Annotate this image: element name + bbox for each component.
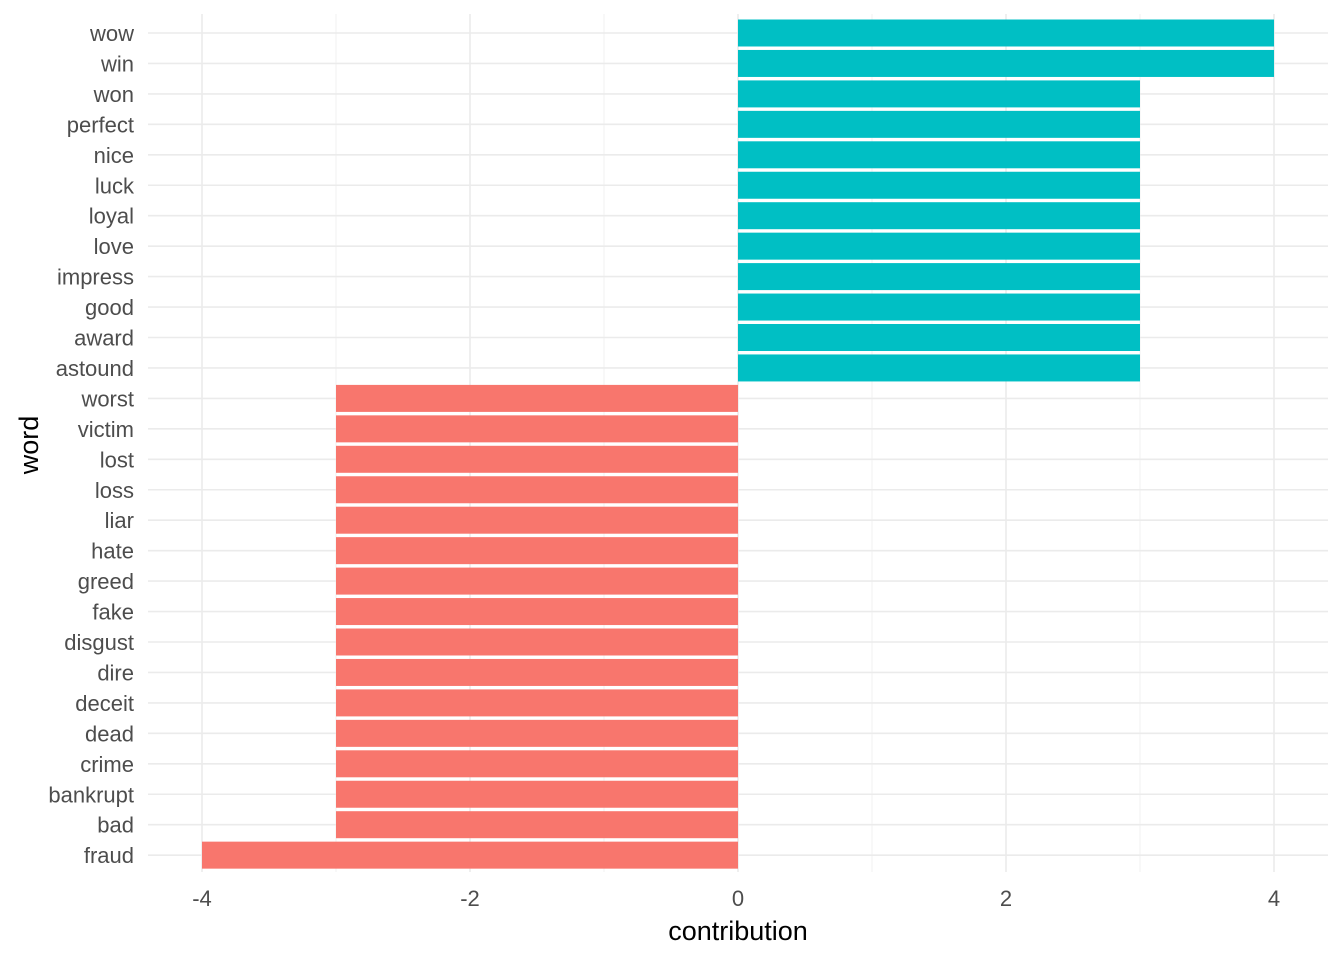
bar-hate xyxy=(336,537,738,565)
x-tick-label: 4 xyxy=(1268,886,1280,911)
bar-deceit xyxy=(336,689,738,717)
y-tick-label-won: won xyxy=(93,82,134,107)
bar-loyal xyxy=(738,202,1140,230)
y-axis-tick-labels: wow win won perfect nice luck loyal love impress… xyxy=(48,21,135,868)
bar-award xyxy=(738,324,1140,351)
y-tick-label-luck: luck xyxy=(95,173,135,198)
y-tick-label-liar: liar xyxy=(105,508,134,533)
bar-lost xyxy=(336,445,738,473)
y-tick-label-deceit: deceit xyxy=(75,691,134,716)
x-axis-tick-labels: -4 -2 0 2 4 xyxy=(192,886,1280,911)
y-tick-label-award: award xyxy=(74,326,134,351)
bar-won xyxy=(738,80,1140,108)
y-tick-label-worst: worst xyxy=(80,386,134,411)
bar-good xyxy=(738,293,1140,321)
bar-worst xyxy=(336,384,738,412)
bar-dead xyxy=(336,719,738,747)
y-tick-label-impress: impress xyxy=(57,265,134,290)
y-tick-label-bad: bad xyxy=(97,813,134,838)
bar-love xyxy=(738,232,1140,260)
bar-crime xyxy=(336,750,738,778)
bar-liar xyxy=(336,506,738,534)
x-axis-title: contribution xyxy=(668,916,808,946)
y-tick-label-perfect: perfect xyxy=(67,112,134,137)
bar-win xyxy=(738,49,1274,77)
y-tick-label-hate: hate xyxy=(91,539,134,564)
x-tick-label: -4 xyxy=(192,886,212,911)
y-tick-label-good: good xyxy=(85,295,134,320)
y-tick-label-bankrupt: bankrupt xyxy=(48,782,134,807)
y-tick-label-lost: lost xyxy=(100,447,134,472)
bar-dire xyxy=(336,658,738,686)
y-tick-label-dire: dire xyxy=(97,660,134,685)
y-tick-label-nice: nice xyxy=(94,143,134,168)
y-tick-label-wow: wow xyxy=(89,21,134,46)
y-tick-label-crime: crime xyxy=(80,752,134,777)
bar-nice xyxy=(738,141,1140,169)
y-tick-label-victim: victim xyxy=(78,417,134,442)
x-tick-label: 2 xyxy=(1000,886,1012,911)
bar-impress xyxy=(738,263,1140,291)
bar-loss xyxy=(336,476,738,504)
y-tick-label-fake: fake xyxy=(92,600,134,625)
bar-greed xyxy=(336,567,738,595)
y-tick-label-dead: dead xyxy=(85,721,134,746)
y-tick-label-win: win xyxy=(100,51,134,76)
bar-fake xyxy=(336,598,738,626)
bar-fraud xyxy=(202,841,738,869)
bar-luck xyxy=(738,171,1140,199)
bar-disgust xyxy=(336,628,738,656)
x-tick-label: 0 xyxy=(732,886,744,911)
y-tick-label-loyal: loyal xyxy=(89,204,134,229)
y-tick-label-greed: greed xyxy=(78,569,134,594)
bar-perfect xyxy=(738,110,1140,138)
y-tick-label-disgust: disgust xyxy=(64,630,134,655)
bars-layer xyxy=(202,19,1274,869)
bar-victim xyxy=(336,415,738,443)
bar-astound xyxy=(738,354,1140,382)
bar-wow xyxy=(738,19,1274,47)
bar-bad xyxy=(336,811,738,839)
bar-bankrupt xyxy=(336,780,738,808)
y-tick-label-love: love xyxy=(94,234,134,259)
y-tick-label-fraud: fraud xyxy=(84,843,134,868)
y-tick-label-loss: loss xyxy=(95,478,134,503)
y-tick-label-astound: astound xyxy=(56,356,134,381)
x-tick-label: -2 xyxy=(460,886,480,911)
y-axis-title: word xyxy=(14,416,44,476)
